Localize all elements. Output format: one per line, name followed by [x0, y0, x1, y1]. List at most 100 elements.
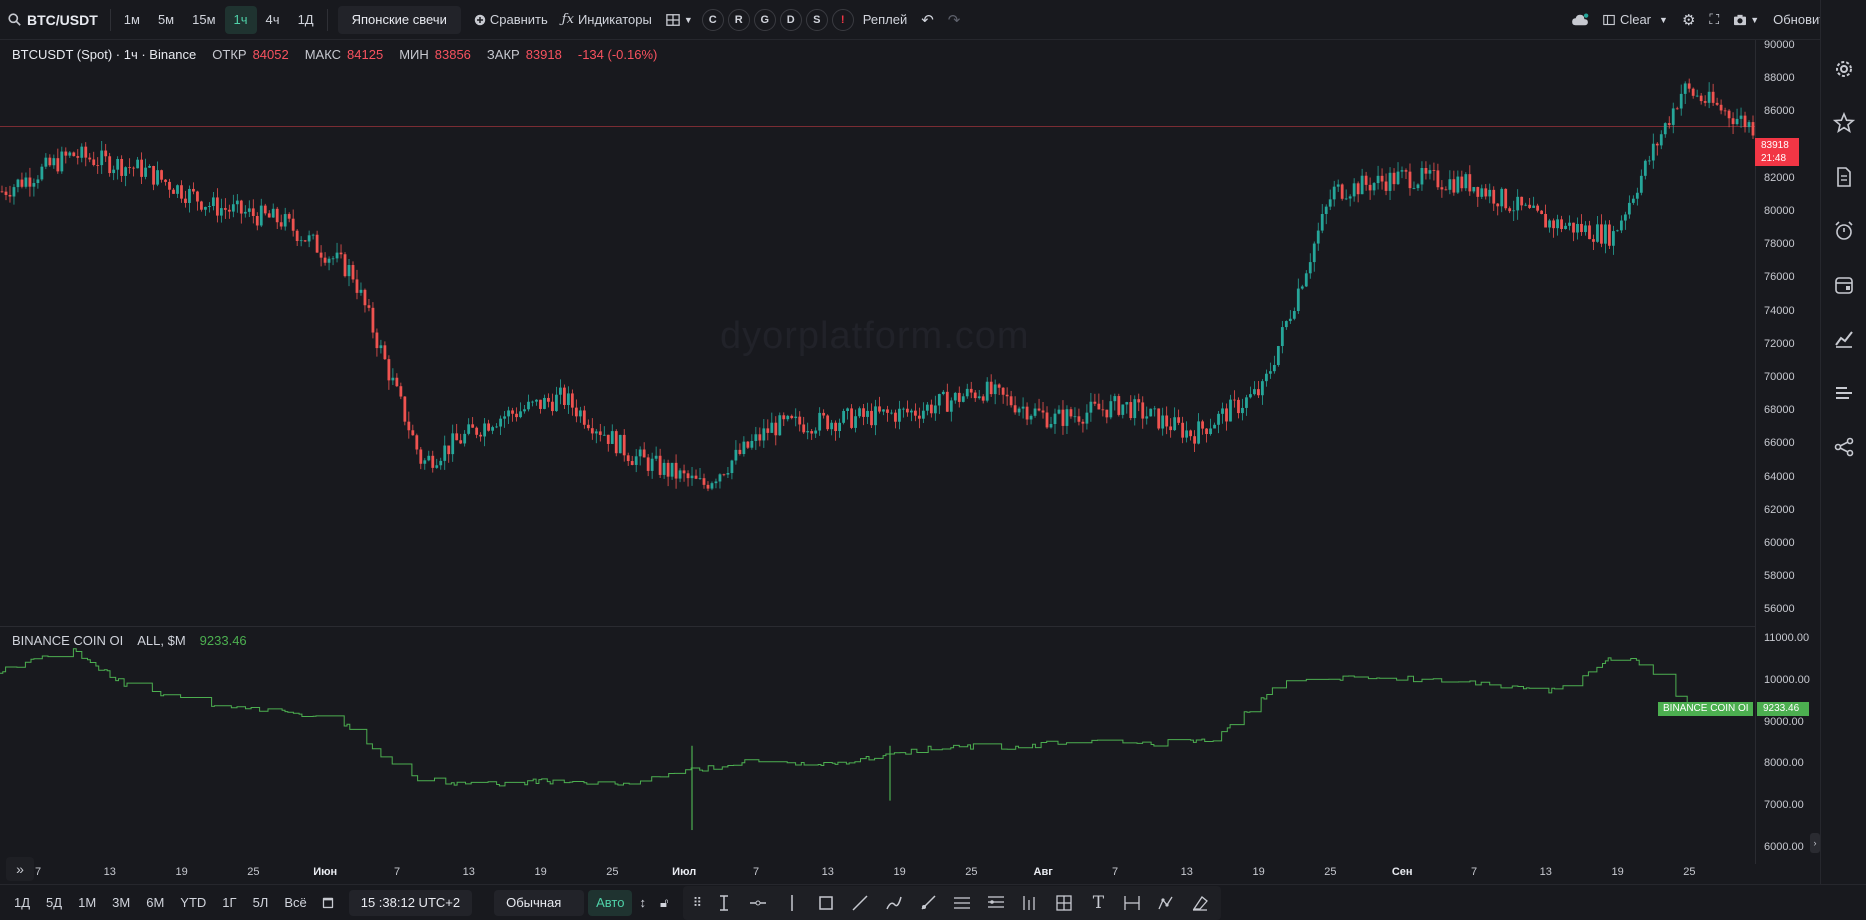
undo-button[interactable]: ↶ — [914, 6, 941, 34]
brush-icon[interactable] — [879, 889, 909, 917]
candle — [1105, 409, 1109, 424]
redo-button[interactable]: ↷ — [941, 6, 968, 34]
range-button-1[interactable]: 5Д — [46, 895, 63, 910]
legend-open-value: 84052 — [252, 47, 289, 62]
price-axis-label: 88000 — [1764, 72, 1795, 85]
indicators-button[interactable]: ƒx Индикаторы — [555, 6, 659, 34]
letter-button-1[interactable]: R — [727, 8, 750, 31]
screenshot-button[interactable]: ▼ — [1726, 6, 1766, 34]
gann-box-icon[interactable] — [1049, 889, 1079, 917]
vertical-line-icon[interactable] — [777, 889, 807, 917]
letter-button-0[interactable]: C — [701, 8, 724, 31]
timeframe-1[interactable]: 5м — [157, 12, 175, 27]
auto-scale-button[interactable]: Авто — [588, 889, 633, 916]
range-button-6[interactable]: 1Г — [222, 895, 237, 910]
price-chart[interactable] — [0, 40, 1755, 625]
chevron-down-icon: ▼ — [683, 14, 693, 25]
candle — [363, 288, 367, 313]
trend-line-icon[interactable] — [845, 889, 875, 917]
price-axis-label: 64000 — [1764, 470, 1795, 483]
eraser-icon[interactable] — [1185, 889, 1215, 917]
layout-menu[interactable]: Clear ▼ — [1596, 6, 1675, 34]
candle — [52, 154, 56, 169]
candle — [1061, 400, 1065, 435]
candle — [1001, 387, 1005, 404]
fullscreen-button[interactable]: ⛶ — [1702, 6, 1726, 34]
pattern-icon[interactable] — [1151, 889, 1181, 917]
candle — [1057, 405, 1061, 415]
share-icon[interactable] — [1833, 436, 1855, 458]
timeframe-3[interactable]: 1ч — [224, 5, 257, 34]
settings-button[interactable]: ⚙ — [1675, 6, 1702, 34]
candle — [1596, 216, 1599, 243]
expand-panel-button[interactable]: » — [6, 857, 34, 881]
range-button-0[interactable]: 1Д — [14, 895, 31, 910]
oi-legend-params: ALL, $M — [137, 633, 186, 648]
candle — [196, 190, 199, 211]
open-interest-chart[interactable] — [0, 628, 1755, 864]
parallel-channel-icon[interactable] — [947, 889, 977, 917]
cursor-text-icon[interactable] — [709, 889, 739, 917]
rectangle-icon[interactable] — [811, 889, 841, 917]
time-axis-label: 25 — [1683, 866, 1696, 878]
horizontal-line-icon[interactable] — [743, 889, 773, 917]
time-axis-label: 7 — [752, 866, 760, 878]
candle — [606, 434, 610, 452]
timeframe-4[interactable]: 4ч — [265, 12, 280, 27]
measure-icon[interactable] — [1117, 889, 1147, 917]
fib-fan-icon[interactable] — [1015, 889, 1045, 917]
replay-button[interactable]: Реплей — [856, 6, 914, 34]
ray-icon[interactable] — [913, 889, 943, 917]
fib-retracement-icon[interactable] — [981, 889, 1011, 917]
candle — [1005, 387, 1009, 406]
candle — [1388, 167, 1392, 201]
lock-button[interactable]: 🔓︎ — [653, 889, 675, 917]
chart-type-select[interactable]: Японские свечи — [337, 5, 461, 34]
range-button-2[interactable]: 1М — [78, 895, 97, 910]
letter-button-4[interactable]: S — [805, 8, 828, 31]
layout-grid-button[interactable]: ▼ — [659, 6, 700, 34]
alarm-clock-icon[interactable] — [1833, 220, 1855, 242]
candle — [219, 198, 223, 223]
range-button-7[interactable]: 5Л — [252, 895, 269, 910]
top-right-controls: Clear ▼ ⚙ ⛶ ▼ Обновить ﹀ — [1564, 0, 1866, 40]
drag-handle-icon[interactable]: ⠿ — [692, 894, 703, 910]
date-picker-button[interactable] — [315, 889, 341, 917]
pane-divider[interactable] — [0, 626, 1755, 627]
letter-button-2[interactable]: G — [753, 8, 776, 31]
range-button-4[interactable]: 6М — [146, 895, 165, 910]
timeframe-0[interactable]: 1м — [123, 12, 140, 27]
bottom-toolbar: 1Д 5Д 1М 3М 6М YTD 1Г 5Л Всё 15 :38:12 UTC+2 Обы… — [0, 884, 1866, 920]
text-tool-icon[interactable]: T — [1092, 892, 1105, 913]
time-axis[interactable]: 7 13 19 25 Июн 7 13 19 25 Июл 7 13 19 25 Авг 7 13 19 25 Сен… — [0, 864, 1755, 882]
candle — [287, 212, 291, 223]
timeframe-2[interactable]: 15м — [192, 12, 216, 27]
candle — [307, 230, 311, 248]
compare-button[interactable]: Сравнить — [467, 6, 555, 34]
letter-button-3[interactable]: D — [779, 8, 802, 31]
cloud-save-button[interactable] — [1564, 6, 1596, 34]
candle — [1137, 393, 1141, 412]
scale-mode-select[interactable]: Обычная — [494, 889, 585, 916]
calendar-icon[interactable] — [1833, 274, 1855, 296]
candle — [1121, 404, 1125, 419]
document-icon[interactable] — [1833, 166, 1855, 188]
scroll-right-arrow[interactable]: › — [1810, 833, 1820, 853]
chart-line-icon[interactable] — [1833, 328, 1855, 350]
symbol-search[interactable]: BTC/USDT — [0, 6, 106, 34]
range-button-5[interactable]: YTD — [180, 895, 207, 910]
timeframe-5[interactable]: 1Д — [297, 12, 314, 27]
candle — [355, 269, 359, 300]
order-book-icon[interactable] — [1833, 382, 1855, 404]
price-axis-label: 90000 — [1764, 39, 1795, 51]
candle — [834, 420, 838, 441]
scale-resize-button[interactable]: ↕ — [632, 889, 653, 917]
range-button-3[interactable]: 3М — [112, 895, 131, 910]
range-button-8[interactable]: Всё — [284, 895, 307, 910]
candle — [1209, 418, 1212, 436]
settings-gear-icon[interactable] — [1833, 58, 1855, 80]
letter-button-5[interactable]: ! — [831, 8, 854, 31]
star-icon[interactable] — [1833, 112, 1855, 134]
candle — [140, 152, 143, 185]
timezone-clock[interactable]: 15 :38:12 UTC+2 — [348, 889, 473, 916]
